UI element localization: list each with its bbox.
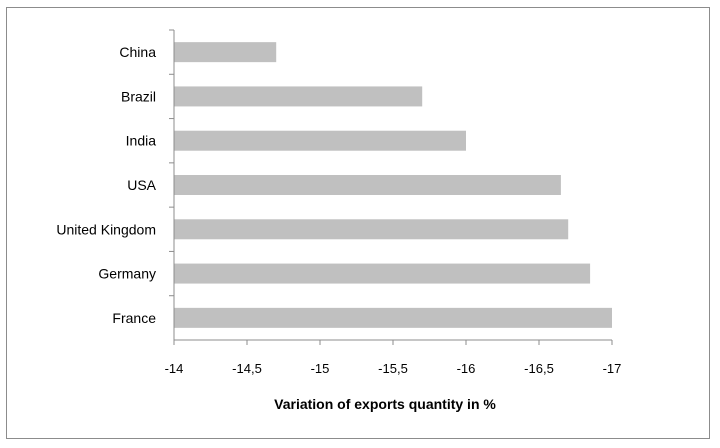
x-tick-label: -17 bbox=[603, 361, 622, 376]
x-tick-label: -15,5 bbox=[378, 361, 408, 376]
x-tick-label: -16,5 bbox=[524, 361, 554, 376]
bar-india bbox=[174, 130, 466, 151]
category-label-usa: USA bbox=[127, 177, 156, 193]
x-tick-label: -14 bbox=[165, 361, 184, 376]
category-label-china: China bbox=[119, 44, 156, 60]
category-label-brazil: Brazil bbox=[121, 88, 156, 104]
bar-brazil bbox=[174, 86, 423, 107]
x-tick-label: -16 bbox=[457, 361, 476, 376]
x-tick-label: -15 bbox=[311, 361, 330, 376]
tick-labels: -14 -14,5 -15 -15,5 -16 -16,5 -17 bbox=[165, 361, 622, 376]
bar-china bbox=[174, 42, 277, 63]
bar-germany bbox=[174, 263, 591, 284]
x-tick-label: -14,5 bbox=[232, 361, 262, 376]
axes-layer bbox=[169, 29, 613, 345]
bar-usa bbox=[174, 175, 561, 195]
category-label-india: India bbox=[126, 133, 157, 149]
bars-layer bbox=[174, 42, 612, 328]
category-label-germany: Germany bbox=[98, 266, 156, 282]
bar-united-kingdom bbox=[174, 219, 569, 240]
bar-france bbox=[174, 307, 612, 328]
category-label-united-kingdom: United Kingdom bbox=[56, 221, 156, 237]
x-axis-title: Variation of exports quantity in % bbox=[274, 396, 496, 412]
category-labels: China Brazil India USA United Kingdom Germany… bbox=[56, 44, 156, 326]
category-label-france: France bbox=[112, 310, 156, 326]
